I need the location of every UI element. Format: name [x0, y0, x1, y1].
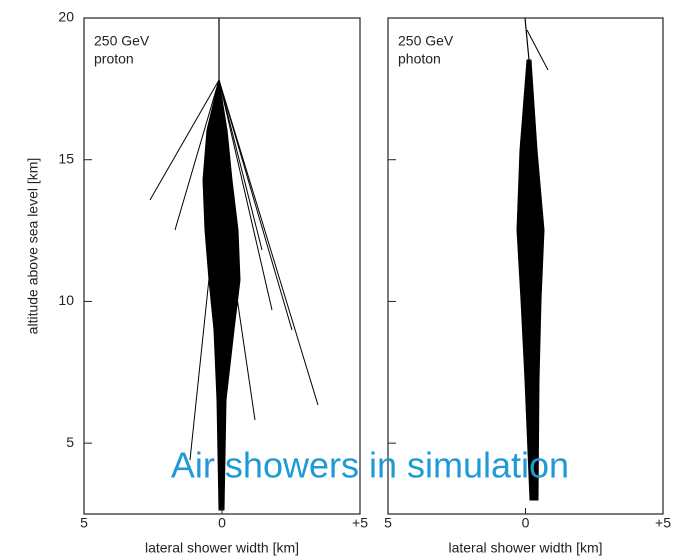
y-tick-label: 15 [58, 150, 74, 166]
shower-track [524, 17, 530, 61]
proton-shower [149, 18, 319, 511]
annotation: 250 GeV [398, 33, 454, 49]
shower-rays [149, 79, 319, 461]
annotation: photon [398, 51, 441, 67]
x-tick-label: 0 [522, 515, 530, 531]
x-tick-label: 5 [384, 515, 392, 531]
shower-track [526, 29, 549, 71]
x-tick-label: +5 [352, 515, 368, 531]
y-tick-label: 10 [58, 292, 74, 308]
x-axis-label: lateral shower width [km] [145, 540, 299, 556]
annotation: 250 GeV [94, 33, 150, 49]
y-tick-label: 20 [58, 9, 74, 25]
photon-shower [516, 17, 549, 501]
caption: Air showers in simulation [171, 445, 569, 486]
x-axis-label: lateral shower width [km] [448, 540, 602, 556]
shower-core [516, 59, 545, 501]
x-tick-label: +5 [655, 515, 671, 531]
y-axis-label: altitude above sea level [km] [25, 158, 41, 335]
x-tick-label: 5 [80, 515, 88, 531]
annotation: proton [94, 51, 134, 67]
y-tick-label: 5 [66, 434, 74, 450]
x-tick-label: 0 [218, 515, 226, 531]
